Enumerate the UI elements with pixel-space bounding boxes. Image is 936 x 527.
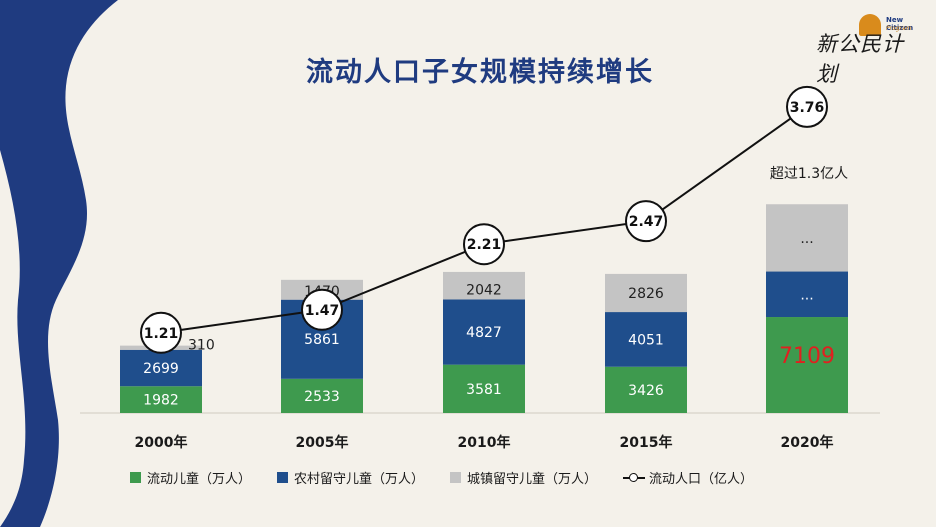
population-label-2: 2.21 xyxy=(467,237,502,253)
bar-label-urban-3: 2826 xyxy=(628,286,664,302)
annotation-2020: 超过1.3亿人 xyxy=(770,166,848,182)
legend-item-migrant: 流动儿童（万人） xyxy=(130,468,251,487)
population-label-4: 3.76 xyxy=(790,100,825,116)
logo-subtitle-2: Program xyxy=(886,25,912,32)
bar-label-migrant-4: 7109 xyxy=(779,344,835,369)
bar-urban-3 xyxy=(605,273,687,313)
legend-label-rural: 农村留守儿童（万人） xyxy=(294,471,425,487)
bar-migrant-0 xyxy=(120,386,202,413)
logo-text: 新公民计划 xyxy=(816,32,904,86)
bar-migrant-3 xyxy=(605,366,687,413)
population-point-1 xyxy=(301,288,343,331)
legend-swatch-rural xyxy=(277,471,289,483)
bar-label-migrant-0: 1982 xyxy=(143,393,179,409)
brand-logo: New Citizen Program 新公民计划 xyxy=(804,12,924,86)
logo-flame-icon xyxy=(859,14,881,36)
bar-label-migrant-3: 3426 xyxy=(628,383,664,399)
legend-label-urban: 城镇留守儿童（万人） xyxy=(467,471,598,487)
bar-urban-4 xyxy=(766,204,848,272)
legend-item-population: 流动人口（亿人） xyxy=(623,468,753,487)
population-point-3 xyxy=(625,200,667,243)
population-label-3: 2.47 xyxy=(629,214,664,230)
bar-label-migrant-2: 3581 xyxy=(466,382,502,398)
population-point-4 xyxy=(786,85,828,128)
population-point-0 xyxy=(140,311,182,354)
population-point-2 xyxy=(463,223,505,266)
population-label-1: 1.47 xyxy=(305,303,340,319)
bar-rural-2 xyxy=(443,299,525,365)
x-tick-label-4: 2020年 xyxy=(781,434,834,451)
bar-urban-2 xyxy=(443,271,525,300)
x-tick-label-0: 2000年 xyxy=(135,434,188,451)
bar-migrant-4 xyxy=(766,317,848,413)
chart-legend: 流动儿童（万人） 农村留守儿童（万人） 城镇留守儿童（万人） 流动人口（亿人） xyxy=(130,466,830,488)
bar-label-urban-4: ... xyxy=(800,231,813,247)
bar-label-rural-0: 2699 xyxy=(143,361,179,377)
bar-label-rural-2: 4827 xyxy=(466,325,502,341)
bar-label-rural-4: ... xyxy=(800,287,813,303)
bar-label-rural-1: 5861 xyxy=(304,332,340,348)
chart-title: 流动人口子女规模持续增长 xyxy=(306,57,654,88)
legend-item-rural: 农村留守儿童（万人） xyxy=(277,468,424,487)
bar-rural-3 xyxy=(605,312,687,367)
logo-subtitle: New Citizen xyxy=(886,16,914,32)
bar-label-migrant-1: 2533 xyxy=(304,389,340,405)
bar-rural-0 xyxy=(120,349,202,387)
bar-label-rural-3: 4051 xyxy=(628,332,664,348)
population-label-0: 1.21 xyxy=(144,326,179,342)
legend-label-population: 流动人口（亿人） xyxy=(649,471,754,487)
x-tick-label-3: 2015年 xyxy=(620,434,673,451)
legend-label-migrant: 流动儿童（万人） xyxy=(147,471,252,487)
x-tick-label-1: 2005年 xyxy=(296,434,349,451)
bar-rural-4 xyxy=(766,271,848,318)
bar-migrant-2 xyxy=(443,364,525,413)
legend-swatch-urban xyxy=(450,471,462,483)
bar-label-urban-0: 310 xyxy=(188,338,215,354)
legend-item-urban: 城镇留守儿童（万人） xyxy=(450,468,597,487)
bar-label-urban-2: 2042 xyxy=(466,282,502,298)
bar-migrant-1 xyxy=(281,378,363,413)
x-tick-label-2: 2010年 xyxy=(458,434,511,451)
legend-line-marker-icon xyxy=(623,472,646,483)
legend-swatch-migrant xyxy=(130,471,141,483)
